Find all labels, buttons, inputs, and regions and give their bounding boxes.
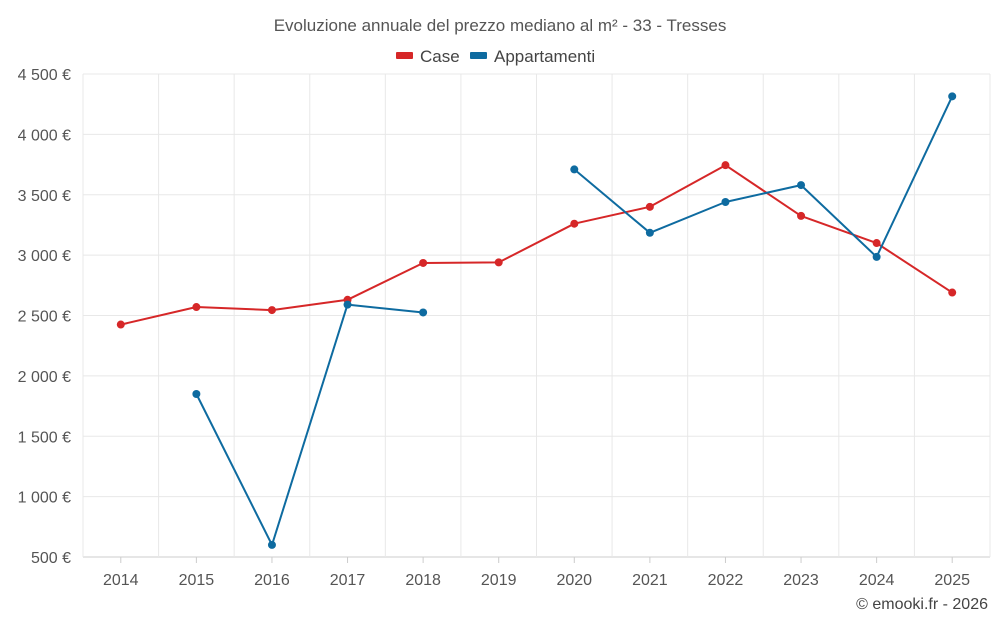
y-tick-label: 2 500 € bbox=[18, 309, 71, 326]
data-point[interactable] bbox=[948, 288, 957, 297]
x-tick-label: 2022 bbox=[708, 572, 744, 589]
credit-text: © emooki.fr - 2026 bbox=[856, 596, 988, 613]
data-point[interactable] bbox=[116, 320, 125, 329]
data-point[interactable] bbox=[872, 239, 881, 248]
y-tick-label: 1 000 € bbox=[18, 490, 71, 507]
data-point[interactable] bbox=[192, 303, 201, 312]
x-tick-label: 2023 bbox=[783, 572, 819, 589]
data-point[interactable] bbox=[419, 308, 428, 317]
x-tick-label: 2016 bbox=[254, 572, 290, 589]
data-point[interactable] bbox=[948, 92, 957, 101]
y-tick-label: 3 000 € bbox=[18, 248, 71, 265]
data-point[interactable] bbox=[645, 202, 654, 211]
data-point[interactable] bbox=[343, 300, 352, 309]
series bbox=[116, 92, 957, 549]
x-tick-label: 2024 bbox=[859, 572, 895, 589]
data-point[interactable] bbox=[797, 211, 806, 220]
series-line bbox=[573, 95, 954, 258]
x-tick-label: 2014 bbox=[103, 572, 139, 589]
data-point[interactable] bbox=[267, 540, 276, 549]
data-point[interactable] bbox=[419, 258, 428, 267]
y-tick-label: 4 000 € bbox=[18, 127, 71, 144]
x-tick-label: 2021 bbox=[632, 572, 668, 589]
legend: Case Appartamenti bbox=[396, 47, 595, 66]
legend-label: Appartamenti bbox=[494, 47, 595, 66]
y-tick-label: 1 500 € bbox=[18, 429, 71, 446]
series-line bbox=[120, 164, 953, 326]
data-point[interactable] bbox=[267, 306, 276, 315]
y-tick-label: 3 500 € bbox=[18, 188, 71, 205]
grid bbox=[82, 73, 991, 558]
x-tick-label: 2019 bbox=[481, 572, 517, 589]
axes: 500 € 1 000 € 1 500 € 2 000 € 2 500 € 3 000 €… bbox=[18, 67, 970, 589]
y-tick-label: 500 € bbox=[31, 550, 71, 567]
y-tick-label: 2 000 € bbox=[18, 369, 71, 386]
data-point[interactable] bbox=[192, 389, 201, 398]
legend-swatch bbox=[396, 52, 413, 59]
data-point[interactable] bbox=[872, 252, 881, 261]
data-point[interactable] bbox=[645, 228, 654, 237]
x-tick-label: 2015 bbox=[179, 572, 215, 589]
data-point[interactable] bbox=[494, 258, 503, 267]
data-point[interactable] bbox=[570, 219, 579, 228]
data-point[interactable] bbox=[721, 197, 730, 206]
legend-item[interactable]: Appartamenti bbox=[470, 47, 595, 66]
series-case bbox=[116, 161, 957, 329]
x-tick-label: 2017 bbox=[330, 572, 366, 589]
legend-swatch bbox=[470, 52, 487, 59]
data-point[interactable] bbox=[570, 165, 579, 174]
chart-title: Evoluzione annuale del prezzo mediano al… bbox=[274, 16, 727, 35]
x-tick-label: 2025 bbox=[934, 572, 970, 589]
series-appartamenti bbox=[192, 92, 957, 549]
series-line bbox=[195, 303, 424, 546]
legend-item[interactable]: Case bbox=[396, 47, 460, 66]
x-tick-label: 2020 bbox=[556, 572, 592, 589]
data-point[interactable] bbox=[797, 181, 806, 190]
legend-label: Case bbox=[420, 47, 460, 66]
x-tick-label: 2018 bbox=[405, 572, 441, 589]
data-point[interactable] bbox=[721, 161, 730, 170]
y-tick-label: 4 500 € bbox=[18, 67, 71, 84]
